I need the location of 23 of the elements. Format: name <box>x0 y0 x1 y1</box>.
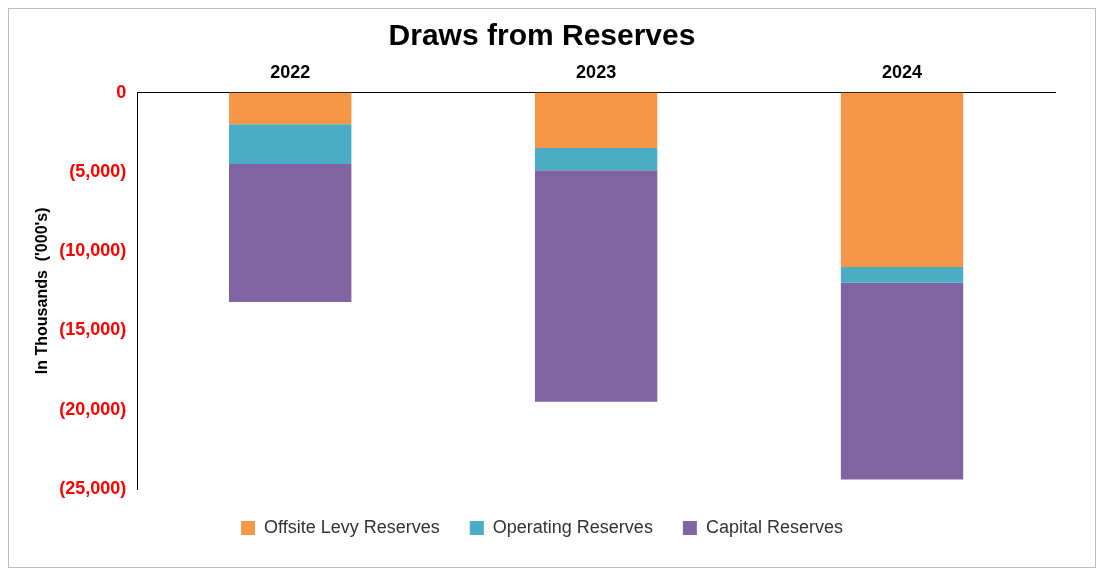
y-tick-label: (25,000) <box>59 477 127 498</box>
legend-label: Operating Reserves <box>492 516 653 537</box>
bar <box>534 148 658 171</box>
bar <box>840 267 964 283</box>
bar <box>534 170 658 402</box>
bar <box>534 92 658 149</box>
bar <box>840 282 964 480</box>
bar <box>229 92 352 125</box>
x-tick-label: 2022 <box>270 61 311 82</box>
y-axis-title: In Thousands ('000's) <box>33 207 51 375</box>
chart-title: Draws from Reserves <box>388 18 696 52</box>
legend-label: Offsite Levy Reserves <box>264 516 440 537</box>
bar <box>229 163 352 302</box>
bar <box>229 124 352 164</box>
y-tick-label: (20,000) <box>59 398 127 419</box>
y-tick-label: (10,000) <box>59 240 127 261</box>
legend-label: Capital Reserves <box>705 516 843 537</box>
y-tick-label: (5,000) <box>69 160 127 181</box>
x-tick-label: 2023 <box>576 61 617 82</box>
x-tick-label: 2024 <box>882 61 923 82</box>
y-tick-label: 0 <box>116 81 127 102</box>
y-tick-label: (15,000) <box>59 319 127 340</box>
bar <box>840 92 964 268</box>
